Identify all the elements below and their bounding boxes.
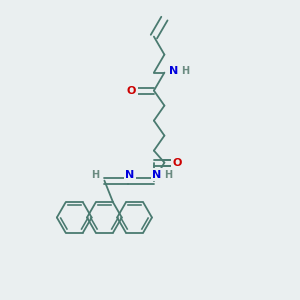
Text: N: N: [152, 169, 161, 180]
Text: H: H: [91, 169, 99, 180]
Text: H: H: [164, 169, 172, 180]
Text: H: H: [181, 66, 189, 76]
Text: N: N: [169, 66, 178, 76]
Text: N: N: [125, 169, 134, 180]
Text: O: O: [127, 85, 136, 96]
Text: O: O: [172, 158, 182, 168]
